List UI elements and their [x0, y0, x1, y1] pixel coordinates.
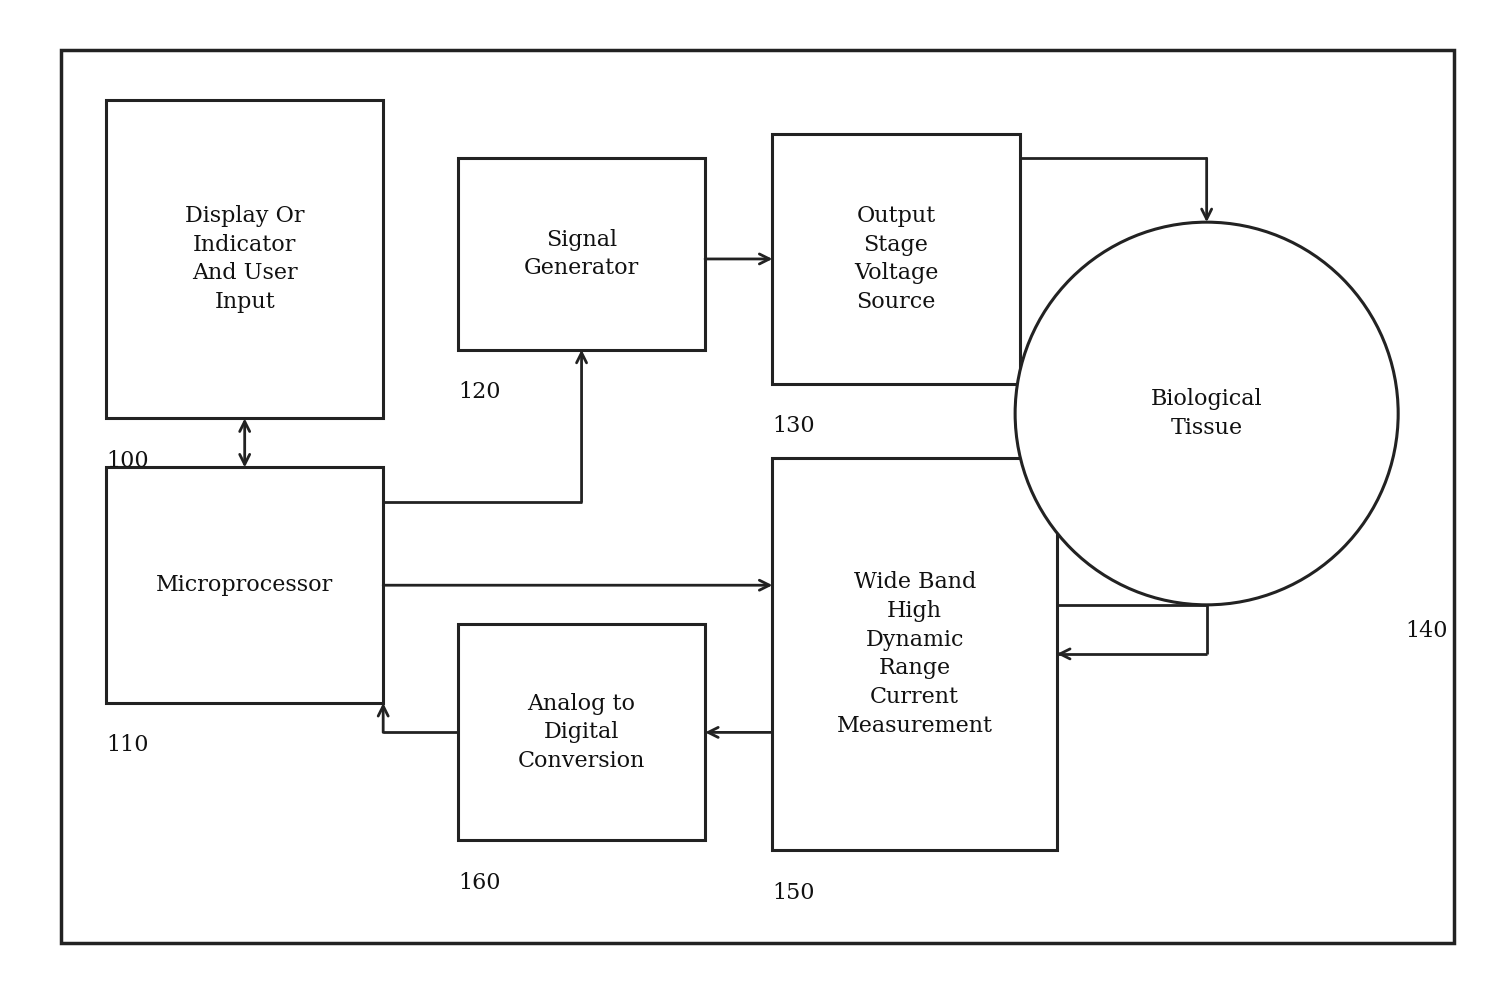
Text: 110: 110 [106, 734, 148, 757]
Text: 160: 160 [458, 872, 501, 893]
Bar [772, 134, 1020, 384]
Text: Output
Stage
Voltage
Source: Output Stage Voltage Source [853, 205, 938, 313]
Bar [458, 625, 705, 840]
Text: Analog to
Digital
Conversion: Analog to Digital Conversion [518, 693, 645, 772]
Bar [458, 158, 705, 349]
Text: 150: 150 [772, 882, 814, 903]
Bar [106, 467, 382, 703]
Bar [106, 99, 382, 418]
Text: 120: 120 [458, 381, 501, 403]
Text: 100: 100 [106, 450, 148, 471]
Ellipse shape [1016, 222, 1398, 605]
Text: Display Or
Indicator
And User
Input: Display Or Indicator And User Input [184, 205, 304, 313]
Text: Microprocessor: Microprocessor [156, 575, 333, 596]
Text: Wide Band
High
Dynamic
Range
Current
Measurement: Wide Band High Dynamic Range Current Mea… [837, 571, 993, 737]
Text: 130: 130 [772, 415, 814, 438]
Text: Signal
Generator: Signal Generator [524, 228, 639, 279]
Text: 140: 140 [1406, 620, 1447, 642]
Text: Biological
Tissue: Biological Tissue [1150, 388, 1263, 439]
Bar [772, 458, 1058, 850]
